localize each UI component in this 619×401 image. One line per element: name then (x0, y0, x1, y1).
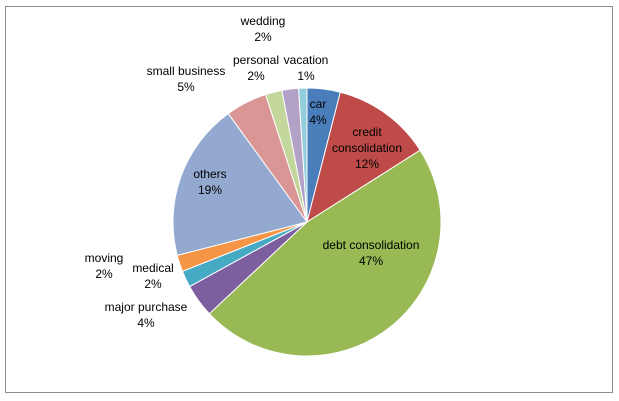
data-label-wedding: wedding 2% (240, 14, 286, 44)
data-label-vacation: vacation 1% (284, 53, 329, 83)
data-label-credit-consolidation: credit consolidation 12% (332, 125, 402, 171)
pie-slice-debt-consolidation (208, 149, 442, 357)
data-label-medical: medical 2% (132, 261, 173, 291)
pie-slice-vacation (298, 87, 308, 223)
pie-slice-credit-consolidation (306, 91, 421, 224)
data-label-major-purchase: major purchase 4% (105, 300, 188, 330)
data-label-moving: moving 2% (85, 251, 124, 281)
pie-labels: car 4% credit consolidation 12% debt consolid… (85, 14, 420, 330)
pie-slices (172, 87, 442, 357)
data-label-others: others 19% (193, 167, 226, 197)
data-label-debt-consolidation: debt consolidation 47% (323, 238, 420, 268)
data-label-small-business: small business 5% (147, 64, 226, 94)
data-label-car: car 4% (309, 97, 327, 127)
pie-slice-others (172, 112, 308, 256)
data-label-personal: personal 2% (233, 53, 279, 83)
